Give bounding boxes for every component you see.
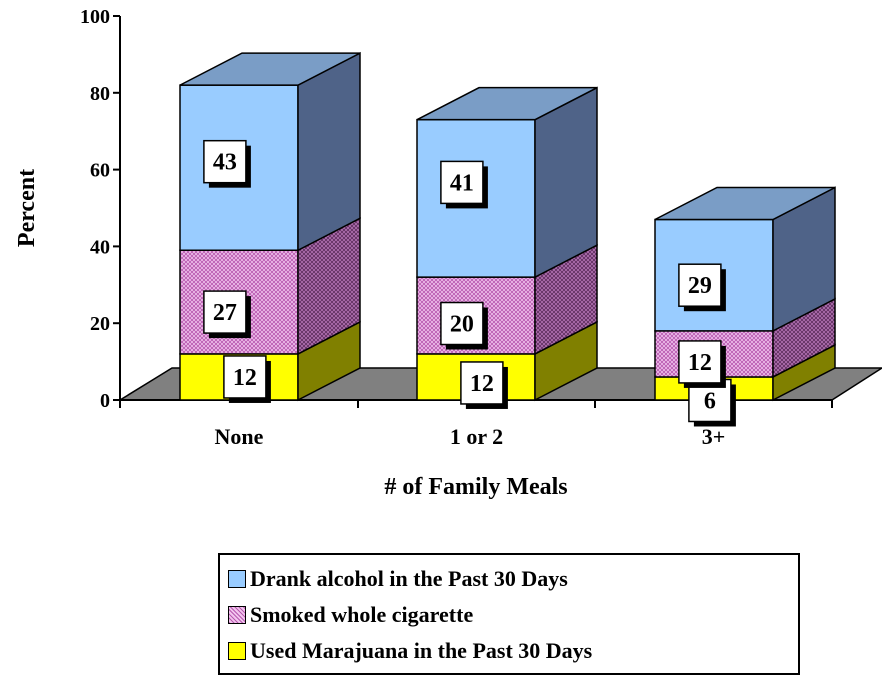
x-category-label: 3+ (702, 424, 726, 449)
data-label-box (203, 139, 247, 184)
data-label: 6 (688, 378, 736, 427)
data-label-box (678, 340, 722, 384)
data-label: 12 (460, 361, 508, 409)
x-axis-title: # of Family Meals (384, 474, 567, 500)
data-label-box (678, 263, 722, 307)
data-label: 12 (678, 340, 726, 388)
legend: Drank alcohol in the Past 30 Days Smoked… (218, 553, 800, 675)
y-tick-label: 20 (90, 313, 110, 335)
bar-segment-side (534, 86, 598, 279)
data-label-text: 27 (213, 300, 237, 326)
data-label-box (440, 301, 484, 346)
x-category-label: None (215, 424, 264, 449)
data-label-text: 29 (688, 273, 712, 299)
data-label-box (203, 290, 247, 334)
data-label: 29 (678, 263, 726, 312)
legend-swatch (228, 642, 246, 660)
data-label: 12 (223, 355, 271, 403)
legend-label: Drank alcohol in the Past 30 Days (250, 566, 568, 591)
data-label: 27 (203, 290, 251, 339)
legend-swatch (228, 606, 246, 624)
data-label-text: 12 (470, 371, 494, 397)
data-label-text: 6 (704, 388, 716, 414)
data-label-text: 20 (450, 312, 474, 338)
data-label: 20 (440, 301, 488, 350)
x-category-label: 1 or 2 (450, 424, 503, 449)
legend-item: Drank alcohol in the Past 30 Days (228, 563, 568, 595)
bar-top (179, 52, 361, 86)
data-label-box (440, 160, 484, 205)
y-tick-label: 80 (90, 83, 110, 105)
legend-label: Used Marajuana in the Past 30 Days (250, 638, 593, 663)
legend-swatch (228, 570, 246, 588)
data-label-text: 41 (450, 170, 474, 196)
bar-segment-side (297, 51, 361, 252)
data-label: 43 (203, 139, 251, 188)
y-tick-label: 0 (100, 390, 110, 412)
bars (179, 51, 836, 402)
data-label-box (223, 355, 267, 399)
y-axis-title: Percent (14, 169, 40, 247)
legend-item: Smoked whole cigarette (228, 599, 473, 631)
axis-text: 0 20 40 60 80 100 None 1 or 2 3+ # of Family Meal… (14, 6, 725, 500)
y-tick-label: 100 (80, 6, 110, 28)
bar-top (416, 86, 598, 121)
data-label-text: 12 (233, 365, 257, 391)
y-tick-label: 40 (90, 236, 110, 258)
data-label-text: 43 (213, 150, 237, 176)
data-label: 41 (440, 160, 488, 209)
legend-label: Smoked whole cigarette (250, 602, 474, 627)
data-label-box (460, 361, 504, 405)
y-tick-label: 60 (90, 160, 110, 182)
data-labels: 12 27 43 12 20 41 6 12 29 (203, 139, 736, 427)
legend-item: Used Marajuana in the Past 30 Days (228, 635, 592, 667)
bar-top (654, 186, 836, 221)
data-label-text: 12 (688, 350, 712, 376)
